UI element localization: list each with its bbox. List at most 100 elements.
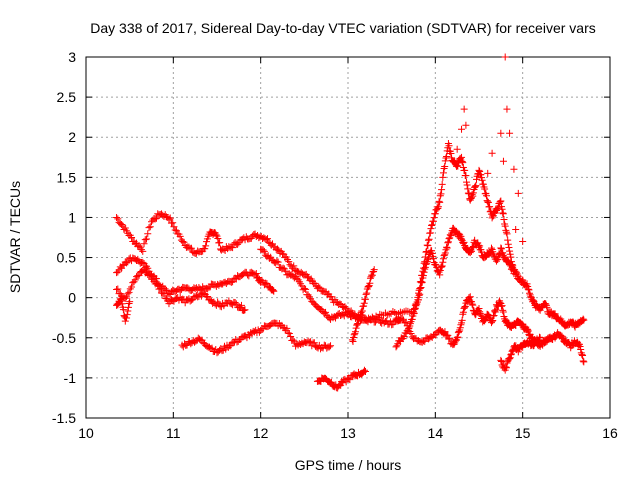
data-point: [438, 263, 446, 271]
data-point: [287, 332, 295, 340]
data-point: [156, 285, 164, 293]
data-point: [376, 310, 384, 318]
data-point: [327, 342, 335, 350]
data-point: [447, 149, 455, 157]
data-point: [475, 166, 483, 174]
data-point: [407, 330, 415, 338]
data-point: [487, 207, 495, 215]
data-point: [303, 273, 311, 281]
data-point: [114, 215, 122, 223]
data-point: [179, 237, 187, 245]
data-point: [579, 351, 587, 359]
data-point: [518, 320, 526, 328]
data-point: [403, 322, 411, 330]
data-point: [274, 245, 282, 253]
data-point: [254, 273, 262, 281]
data-point: [580, 358, 588, 366]
data-point: [510, 165, 518, 173]
data-point: [441, 251, 449, 259]
data-point: [536, 334, 544, 342]
data-point: [260, 247, 268, 255]
data-point: [408, 315, 416, 323]
y-tick-label: 0.5: [57, 250, 77, 266]
data-point: [436, 266, 444, 274]
data-point: [491, 307, 499, 315]
data-point: [519, 238, 527, 246]
x-tick-label: 16: [602, 425, 618, 441]
data-point: [488, 149, 496, 157]
data-point: [341, 303, 349, 311]
data-point: [176, 232, 184, 240]
data-point: [497, 245, 505, 253]
data-point: [438, 186, 446, 194]
data-point: [506, 129, 514, 137]
data-point: [473, 175, 481, 183]
data-point: [500, 215, 508, 223]
data-point: [536, 333, 544, 341]
axis-ticks: 10 11 12 13 14 15 16 -1.5 -1 -0.5 0 0.5 1 1.5 2 2.5 3: [52, 49, 618, 441]
data-point: [476, 242, 484, 250]
data-point: [123, 259, 131, 267]
data-point: [300, 284, 308, 292]
data-point: [512, 225, 520, 233]
data-point: [232, 300, 240, 308]
data-point: [304, 291, 312, 299]
data-point: [166, 214, 174, 222]
data-point: [428, 222, 436, 230]
y-tick-label: 2.5: [57, 89, 77, 105]
data-point: [145, 224, 153, 232]
data-point: [469, 192, 477, 200]
data-point: [471, 311, 479, 319]
data-point: [501, 53, 509, 61]
data-point: [351, 330, 359, 338]
data-point: [458, 158, 466, 166]
data-point: [418, 278, 426, 286]
data-point: [128, 283, 136, 291]
data-point: [422, 260, 430, 268]
data-point: [125, 288, 133, 296]
data-point: [464, 185, 472, 193]
data-point: [269, 286, 277, 294]
data-point: [475, 305, 483, 313]
data-point: [353, 321, 361, 329]
data-point: [469, 301, 477, 309]
data-point: [415, 291, 423, 299]
data-point: [124, 303, 132, 311]
data-point: [128, 233, 136, 241]
data-point: [144, 264, 152, 272]
data-point: [456, 324, 464, 332]
data-point: [459, 308, 467, 316]
x-tick-label: 13: [340, 425, 356, 441]
data-point: [439, 258, 447, 266]
data-point: [118, 264, 126, 272]
data-point: [514, 189, 522, 197]
data-point: [139, 258, 147, 266]
data-point: [503, 105, 511, 113]
data-point: [138, 246, 146, 254]
data-point: [460, 105, 468, 113]
data-point: [489, 317, 497, 325]
data-point: [455, 328, 463, 336]
data-point: [439, 173, 447, 181]
data-point: [424, 255, 432, 263]
data-point: [187, 296, 195, 304]
data-point: [502, 363, 510, 371]
data-point: [201, 245, 209, 253]
data-point: [139, 247, 147, 255]
data-point: [492, 306, 500, 314]
data-point: [460, 304, 468, 312]
data-point: [279, 250, 286, 258]
data-point: [438, 180, 446, 188]
data-point: [368, 271, 376, 279]
data-point: [512, 268, 520, 276]
data-point: [410, 309, 418, 317]
data-point: [443, 244, 451, 252]
data-point: [169, 219, 177, 227]
data-point: [488, 317, 496, 325]
data-point: [118, 297, 126, 305]
data-point: [478, 312, 486, 320]
data-point: [231, 298, 239, 306]
data-point: [497, 356, 505, 364]
data-point: [315, 283, 323, 291]
data-point: [462, 121, 470, 129]
